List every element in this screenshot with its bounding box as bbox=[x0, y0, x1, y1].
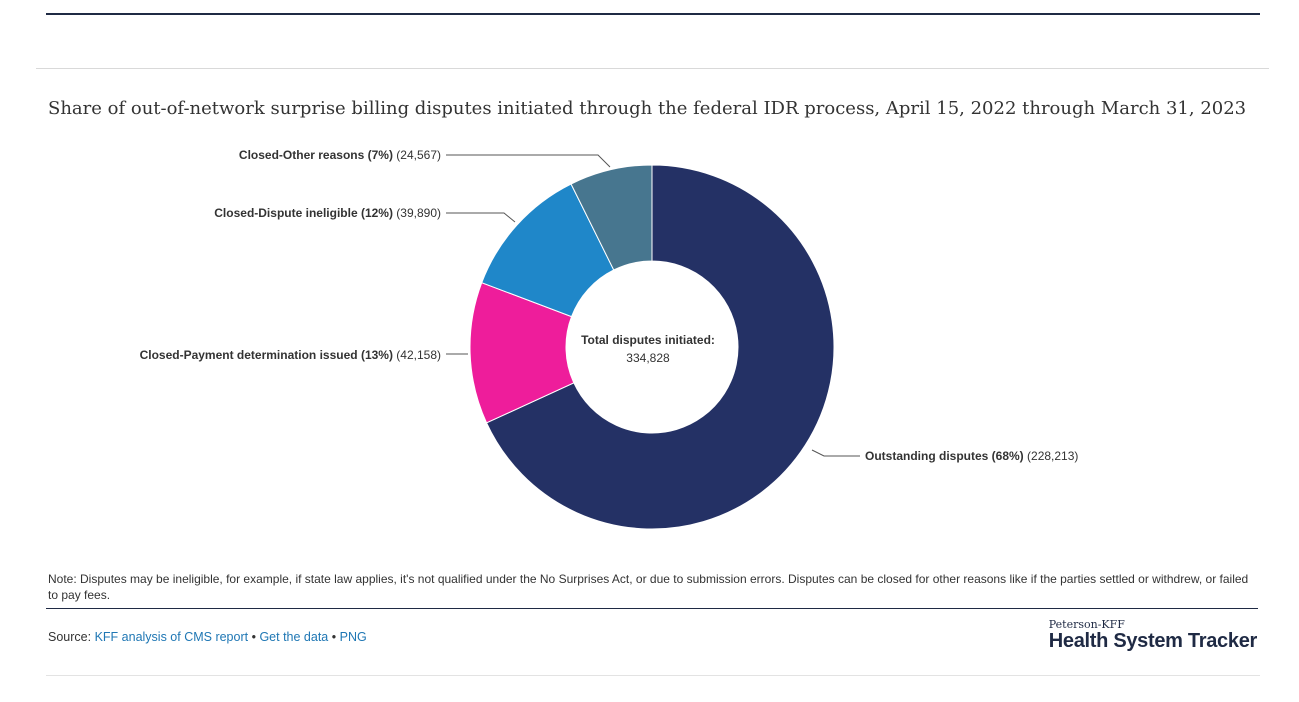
source-separator: • bbox=[251, 630, 256, 644]
leader-line bbox=[811, 449, 860, 457]
leader-line bbox=[446, 154, 611, 168]
slice-outstanding-disputes bbox=[485, 164, 835, 530]
slice-labels: Outstanding disputes (68%) (228,213) Clos… bbox=[140, 148, 1079, 463]
top-rule bbox=[46, 13, 1260, 15]
png-link[interactable]: PNG bbox=[339, 630, 367, 644]
tracker-logo[interactable]: Peterson-KFF Health System Tracker bbox=[1048, 618, 1258, 653]
slice-label: Closed-Payment determination issued (13%… bbox=[140, 348, 441, 362]
bottom-rule bbox=[46, 608, 1258, 609]
leader-line bbox=[446, 212, 516, 223]
bottom-divider bbox=[46, 675, 1260, 676]
center-value: 334,828 bbox=[626, 351, 670, 365]
chart-title: Share of out-of-network surprise billing… bbox=[48, 98, 1247, 119]
chart-note: Note: Disputes may be ineligible, for ex… bbox=[48, 572, 1249, 602]
slice-label: Outstanding disputes (68%) (228,213) bbox=[865, 449, 1078, 463]
top-divider bbox=[36, 68, 1269, 69]
logo-small-text: Peterson-KFF bbox=[1048, 618, 1125, 631]
slice-label: Closed-Other reasons (7%) (24,567) bbox=[239, 148, 441, 162]
source-line: Source: KFF analysis of CMS report • Get… bbox=[48, 630, 367, 644]
source-prefix: Source: bbox=[48, 630, 92, 644]
donut-chart: Outstanding disputes (68%) (228,213) Clos… bbox=[140, 148, 1079, 530]
center-label: Total disputes initiated: bbox=[581, 333, 715, 347]
slice-closed-other-reasons bbox=[570, 164, 653, 271]
logo-big-text: Health System Tracker bbox=[1048, 630, 1258, 652]
source-separator: • bbox=[331, 630, 337, 644]
source-link-cms-report[interactable]: KFF analysis of CMS report bbox=[94, 630, 249, 644]
leader-lines bbox=[446, 154, 860, 457]
slice-label: Closed-Dispute ineligible (12%) (39,890) bbox=[214, 206, 441, 220]
donut-slices bbox=[469, 164, 835, 530]
get-the-data-link[interactable]: Get the data bbox=[259, 630, 329, 644]
